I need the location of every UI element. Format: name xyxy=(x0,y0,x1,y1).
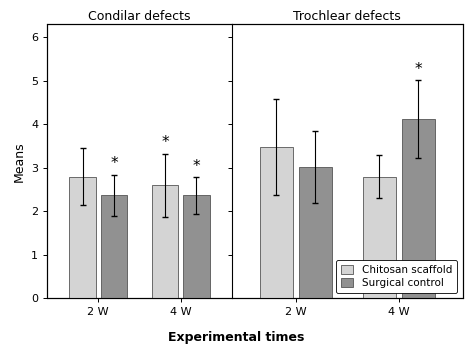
Bar xyxy=(183,195,210,298)
Title: Condilar defects: Condilar defects xyxy=(88,10,191,23)
Text: *: * xyxy=(110,156,118,171)
Text: *: * xyxy=(414,61,422,76)
Y-axis label: Means: Means xyxy=(12,141,25,182)
Bar xyxy=(402,119,435,298)
Text: Experimental times: Experimental times xyxy=(168,331,304,344)
Legend: Chitosan scaffold, Surgical control: Chitosan scaffold, Surgical control xyxy=(336,260,457,293)
Title: Trochlear defects: Trochlear defects xyxy=(293,10,401,23)
Bar xyxy=(362,177,396,298)
Bar xyxy=(69,177,96,298)
Bar xyxy=(101,195,127,298)
Bar xyxy=(260,147,293,298)
Text: *: * xyxy=(161,135,169,151)
Text: *: * xyxy=(193,159,200,174)
Bar xyxy=(299,167,332,298)
Bar xyxy=(152,185,178,298)
